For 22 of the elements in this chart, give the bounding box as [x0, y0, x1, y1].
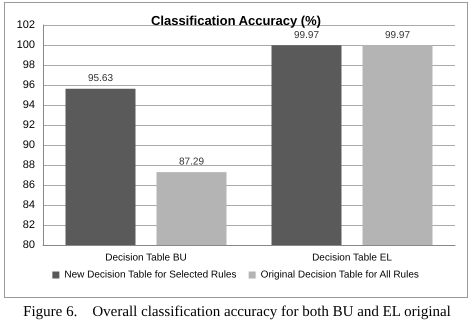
y-tick-label: 92 [22, 119, 35, 131]
y-tick-label: 96 [22, 79, 35, 91]
y-tick-label: 100 [16, 39, 35, 51]
x-tick-label: Decision Table BU [105, 252, 187, 264]
y-tick-label: 88 [22, 159, 35, 171]
data-label: 95.63 [88, 73, 114, 84]
y-tick-label: 82 [22, 219, 35, 231]
x-tick-label: Decision Table EL [312, 252, 392, 264]
data-label: 99.97 [294, 30, 320, 41]
y-tick-label: 94 [22, 99, 35, 111]
data-label: 87.29 [178, 156, 204, 168]
data-label: 99.97 [384, 30, 410, 41]
legend-label: Original Decision Table for All Rules [260, 270, 419, 280]
y-tick-label: 102 [16, 19, 35, 31]
chart-title: Classification Accuracy (%) [150, 13, 322, 28]
caption: Figure 6. Overall classification accuracy for both BU and EL original [22, 304, 452, 321]
legend-label: New Decision Table for Selected Rules [64, 270, 236, 280]
y-tick-label: 90 [22, 139, 35, 151]
y-tick-label: 86 [22, 179, 35, 191]
y-tick-label: 80 [22, 239, 35, 251]
y-tick-label: 98 [22, 59, 35, 71]
y-tick-label: 84 [22, 199, 35, 211]
